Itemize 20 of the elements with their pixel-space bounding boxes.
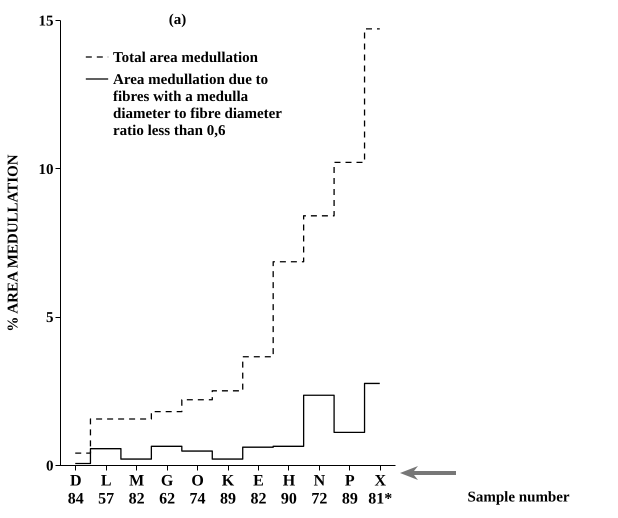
y-tick-label: 15 <box>38 14 54 30</box>
x-tick-label: L 57 <box>98 472 114 508</box>
chart-title: (a) <box>168 12 186 28</box>
x-tick-label: H 90 <box>280 472 297 508</box>
x-tick-label: G 62 <box>159 472 176 508</box>
x-tick-label: M 82 <box>128 472 145 508</box>
y-tick-label: 0 <box>46 458 54 474</box>
x-tick-label: P 89 <box>342 472 358 508</box>
x-axis-title: Sample number <box>468 490 570 506</box>
x-tick-label: E 82 <box>250 472 266 508</box>
x-tick-label: X 81* <box>368 472 392 508</box>
x-tick-label: D 84 <box>68 472 84 508</box>
x-tick-label: N 72 <box>311 472 328 508</box>
y-tick-label: 5 <box>46 310 54 326</box>
legend-label: Area medullation due to fibres with a medulla diameter to fibre diameter ratio less than 0,6 <box>113 72 282 139</box>
legend-label: Total area medullation <box>113 50 259 66</box>
x-tick-label: K 89 <box>220 472 236 508</box>
y-axis-title: % AREA MEDULLATION <box>6 154 22 332</box>
y-tick-label: 10 <box>38 162 54 178</box>
x-tick-label: O 74 <box>190 472 206 508</box>
